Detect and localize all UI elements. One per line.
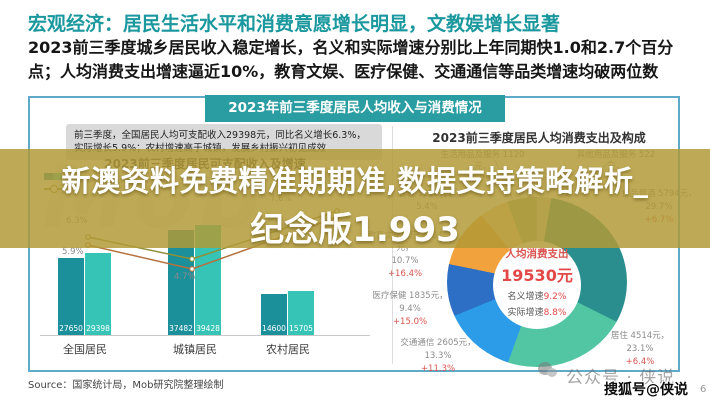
bar-value: 37482	[169, 324, 193, 333]
bar-value: 27650	[59, 324, 83, 333]
pie-center-block: 人均消费支出 19530元 名义增速9.2% 实际增速8.8%	[487, 246, 587, 318]
category-national: 全国居民	[63, 343, 107, 356]
category-rural: 农村居民	[266, 343, 310, 356]
line-label-real-urban: 4.7%	[174, 272, 196, 282]
panel-title: 2023年前三季度居民人均收入与消费情况	[205, 95, 505, 122]
pie-chart-title: 2023前三季度居民人均消费支出及构成	[432, 131, 646, 145]
bar-value: 39428	[196, 324, 220, 333]
corner-number: 6	[700, 384, 707, 395]
nominal-value: 9.2%	[543, 292, 567, 302]
wechat-watermark: 公众号 · 侠说	[566, 368, 676, 388]
wechat-icon	[538, 362, 558, 380]
page-subtitle: 2023前三季度城乡居民收入稳定增长，名义和实际增速分别比上年同期快1.0和2.…	[28, 38, 674, 81]
pie-center-label: 人均消费支出	[505, 248, 569, 260]
bar-chart-baseline	[40, 335, 370, 336]
pie-label-healthcare: 医疗保健 1835元， 9.4% +15.0%	[372, 291, 448, 327]
category-urban: 城镇居民	[173, 343, 217, 356]
real-value: 8.8%	[543, 308, 567, 318]
source-note: Source：国家统计局，Mob研究院整理绘制	[28, 380, 224, 391]
bar-value: 15705	[289, 324, 313, 333]
page-title: 宏观经济：居民生活水平和消费意愿增长明显，文教娱增长显著	[28, 13, 561, 35]
pie-label-housing: 居住 4514元， 23.1% +6.4%	[610, 331, 670, 367]
bar-value: 14600	[262, 324, 286, 333]
promo-banner-overlay: 新澳资料免费精准期期准,数据支持策略解析_ 纪念版1.993	[0, 149, 710, 250]
pie-center-nominal: 名义增速9.2%	[487, 289, 587, 302]
banner-line1: 新澳资料免费精准期期准,数据支持策略解析_	[61, 164, 649, 198]
bar-national-2022: 27650	[58, 258, 84, 335]
nominal-label: 名义增速	[507, 292, 544, 302]
bar-value: 29398	[86, 324, 110, 333]
donut-hole	[493, 241, 581, 329]
pie-label-transport: 交通通信 2605元， 13.3% +11.3%	[400, 338, 476, 374]
bar-national-2023: 29398	[85, 253, 111, 335]
real-label: 实际增速	[507, 308, 544, 318]
line-label-real-national: 5.9%	[62, 247, 84, 257]
banner-line2: 纪念版1.993	[250, 210, 460, 250]
pie-center-value: 19530元	[501, 266, 573, 285]
sohu-watermark: 搜狐号@侠说	[604, 382, 688, 398]
bar-rural-2022: 14600	[261, 294, 287, 335]
pie-center-real: 实际增速8.8%	[487, 305, 587, 318]
bar-rural-2023: 15705	[288, 291, 314, 335]
